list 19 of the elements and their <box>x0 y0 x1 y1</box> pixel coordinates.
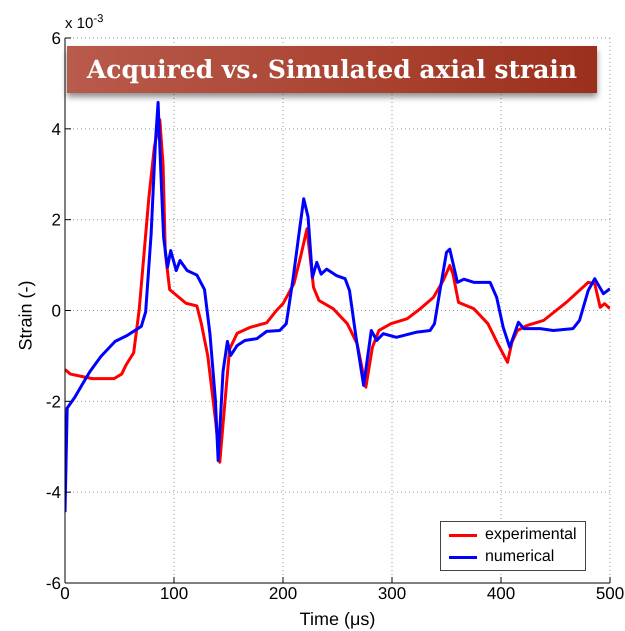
x-tick-label: 100 <box>160 584 188 604</box>
y-tick-label: 6 <box>52 29 61 48</box>
text: x 10$^{-3}$ <box>65 13 104 32</box>
line-series <box>65 100 610 514</box>
y-tick-label: -2 <box>46 392 61 412</box>
legend-label: experimental <box>485 525 577 545</box>
x-tick-label: 400 <box>486 584 516 604</box>
y-tick-label: 4 <box>52 120 61 139</box>
y-axis-title: Strain (-) <box>15 280 36 350</box>
y-tick-label: -6 <box>46 574 61 594</box>
x-tick-label: 300 <box>378 584 406 604</box>
text: Acquired vs. Simulated axial strain <box>67 46 597 93</box>
x-tick-label: 200 <box>268 584 298 604</box>
y-tick-label: 2 <box>52 210 61 230</box>
x-tick-label: 500 <box>596 584 624 604</box>
legend-label: numerical <box>485 547 554 567</box>
x-axis-title: Time (μs) <box>300 609 376 629</box>
y-tick-label: 0 <box>52 302 61 321</box>
y-tick-label: -4 <box>46 483 61 502</box>
